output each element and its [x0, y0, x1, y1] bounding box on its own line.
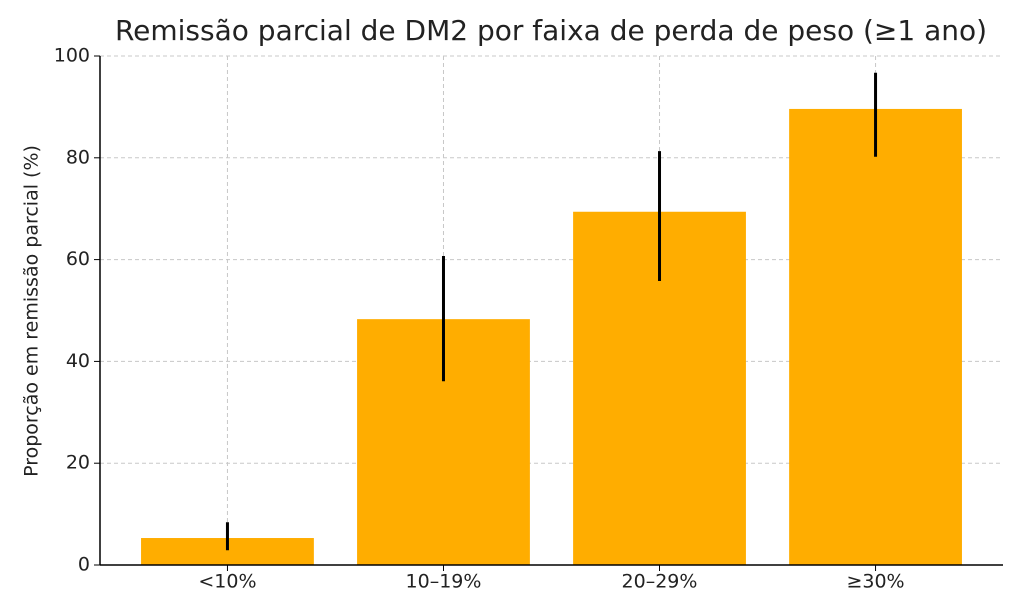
y-axis-label: Proporção em remissão parcial (%) [21, 145, 43, 477]
x-tick-label: ≥30% [846, 571, 904, 593]
x-tick-label: 10–19% [406, 571, 482, 593]
y-tick-label: 40 [66, 350, 90, 372]
chart-title: Remissão parcial de DM2 por faixa de per… [115, 14, 987, 47]
y-tick-label: 80 [66, 146, 90, 168]
y-tick-label: 100 [54, 45, 90, 67]
x-tick-label: 20–29% [622, 571, 698, 593]
y-tick-label: 20 [66, 452, 90, 474]
x-tick-label: <10% [198, 571, 256, 593]
bar [789, 108, 962, 565]
y-tick-label: 60 [66, 248, 90, 270]
y-tick-label: 0 [78, 554, 90, 576]
